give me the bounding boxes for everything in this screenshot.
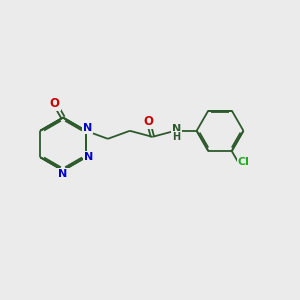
Text: N: N	[84, 152, 93, 162]
Text: O: O	[143, 115, 153, 128]
Text: N: N	[172, 124, 181, 134]
Text: Cl: Cl	[238, 157, 249, 167]
Text: N: N	[83, 123, 92, 134]
Text: N: N	[58, 169, 68, 179]
Text: O: O	[50, 97, 60, 110]
Text: H: H	[172, 132, 180, 142]
